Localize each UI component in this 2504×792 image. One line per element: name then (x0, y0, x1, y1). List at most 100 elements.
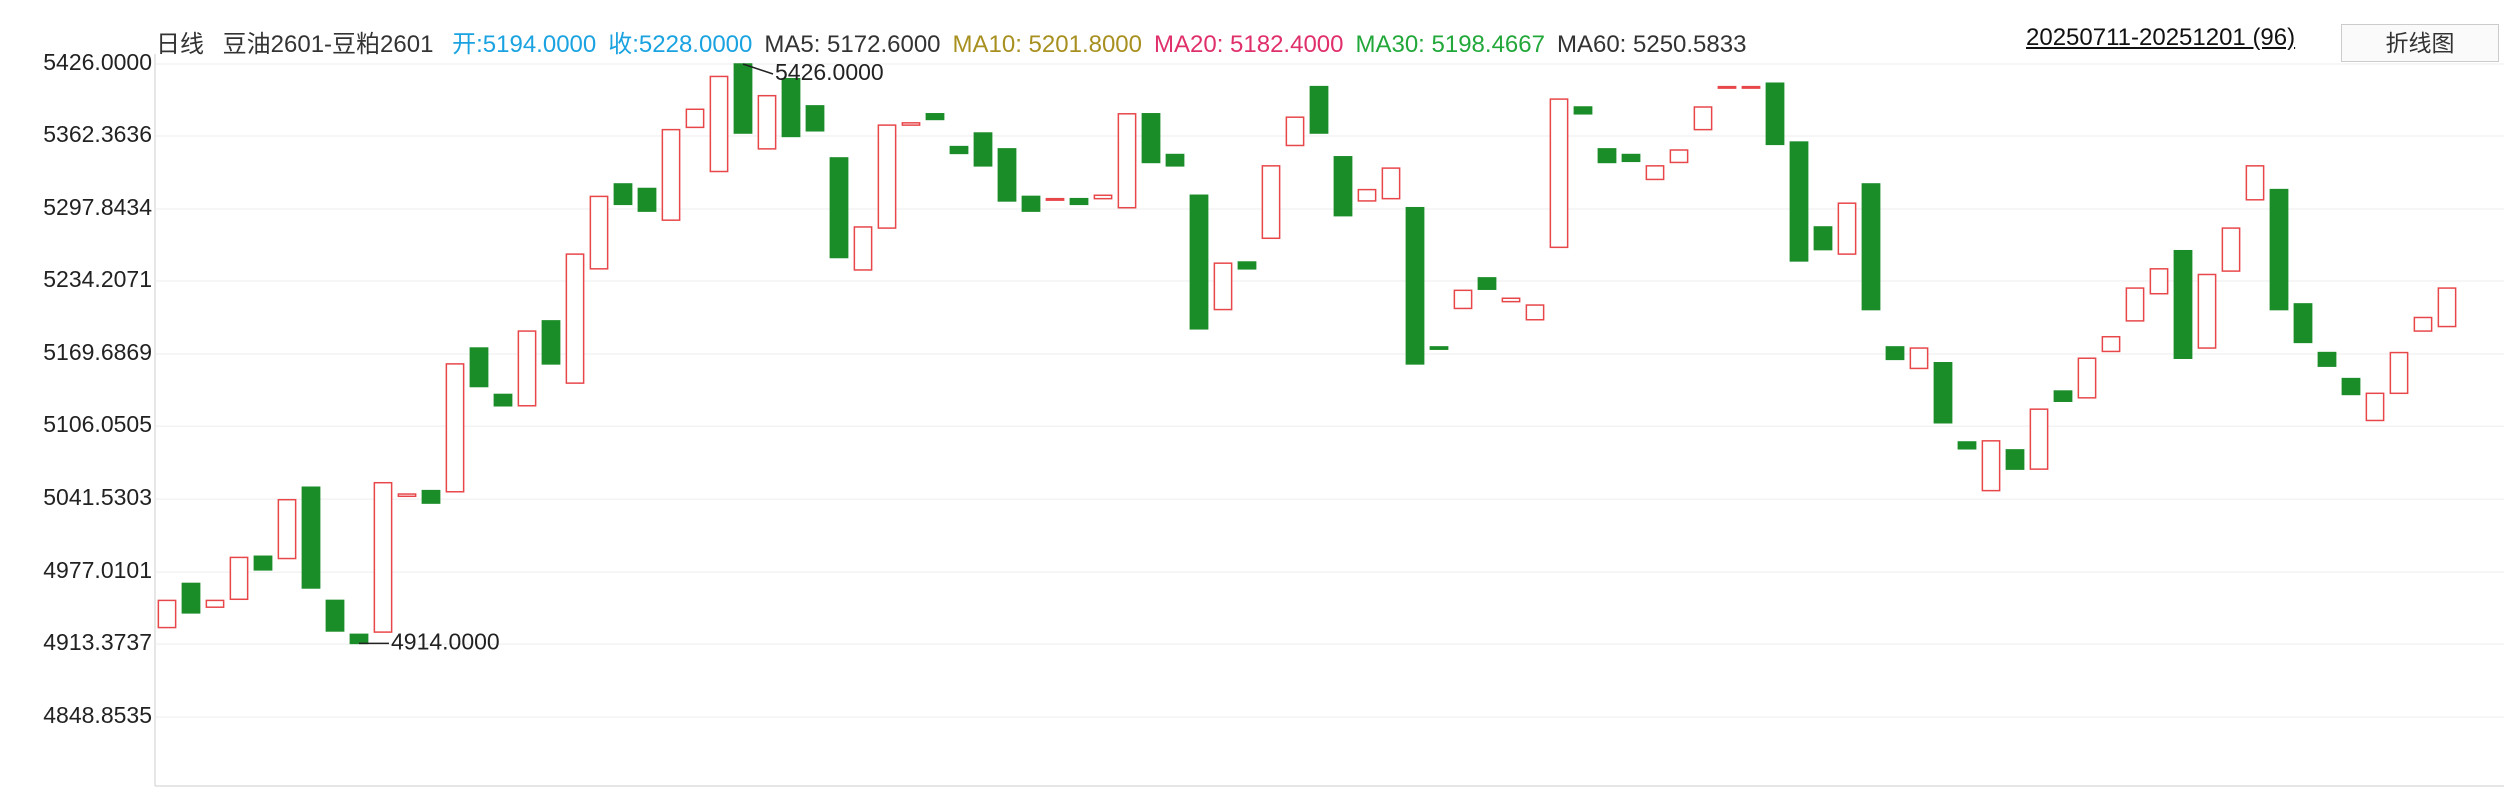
candle-body (181, 582, 201, 614)
candle-body (1525, 304, 1545, 321)
annotation-label: 5426.0000 (775, 59, 884, 85)
candle-body (2365, 392, 2385, 422)
candle-body (1741, 85, 1761, 89)
candle-body (469, 347, 489, 388)
candle-body (397, 493, 417, 498)
y-tick-label: 5234.2071 (43, 266, 152, 292)
candle-body (1357, 188, 1377, 202)
symbol: 豆油2601-豆粕2601 (222, 31, 434, 58)
candle-body (2005, 449, 2025, 470)
candle-body (277, 498, 297, 560)
period: 日线 (156, 31, 204, 58)
y-tick-label: 5297.8434 (43, 194, 152, 220)
candle-body (2389, 351, 2409, 395)
candle-body (2101, 335, 2121, 353)
candle-body (733, 63, 753, 134)
indicator: MA30: 5198.4667 (1355, 31, 1545, 58)
candle-body (829, 157, 849, 259)
candle-body (253, 555, 273, 571)
indicator: MA60: 5250.5833 (1556, 31, 1747, 58)
indicator: 收:5228.0000 (608, 31, 753, 58)
y-tick-label: 5426.0000 (43, 49, 152, 75)
candle-body (1717, 85, 1737, 89)
header: 日线 豆油2601-豆粕2601 开:5194.0000 收:5228.0000 M… (156, 24, 1758, 59)
candle-body (1693, 106, 1713, 131)
candle-body (637, 187, 657, 212)
candle-body (613, 183, 633, 206)
line-chart-button[interactable]: 折线图 (2341, 24, 2499, 62)
candle-body (205, 599, 225, 608)
candle-body (1021, 195, 1041, 212)
candle-body (2077, 357, 2097, 399)
candle-body (373, 481, 393, 633)
y-tick-label: 4848.8535 (43, 702, 152, 728)
candle-body (1189, 194, 1209, 330)
candle-body (1405, 206, 1425, 365)
candle-body (2317, 351, 2337, 367)
candle-body (1933, 362, 1953, 424)
candle-body (661, 128, 681, 221)
candle-body (1477, 277, 1497, 290)
candle-body (1621, 153, 1641, 163)
candle-body (1813, 226, 1833, 251)
candle-body (997, 148, 1017, 202)
candle-body (445, 363, 465, 493)
candle-body (901, 122, 921, 126)
y-tick-label: 5041.5303 (43, 484, 152, 510)
candle-body (421, 489, 441, 504)
candle-body (2197, 273, 2217, 349)
candle-body (2221, 227, 2241, 272)
candle-body (1957, 441, 1977, 450)
candle-body (301, 486, 321, 589)
candle-body (1885, 346, 1905, 361)
candle-body (2293, 303, 2313, 344)
candle-body (1429, 346, 1449, 350)
candle-body (1285, 116, 1305, 147)
candle-body (757, 94, 777, 150)
candle-body (877, 124, 897, 229)
candle-body (1645, 165, 1665, 181)
candle-body (1837, 202, 1857, 255)
candle-body (1573, 106, 1593, 115)
candle-body (2029, 408, 2049, 470)
y-tick-label: 5106.0505 (43, 411, 152, 437)
candle-body (517, 330, 537, 407)
candle-body (565, 253, 585, 384)
candle-body (1237, 261, 1257, 270)
candle-body (1597, 148, 1617, 164)
candle-body (541, 320, 561, 365)
candle-body (1045, 197, 1065, 201)
candle-body (157, 599, 177, 629)
candle-body (325, 599, 345, 632)
y-tick-label: 5169.6869 (43, 339, 152, 365)
candle-body (1669, 149, 1689, 164)
candle-body (1261, 165, 1281, 240)
candle-body (709, 75, 729, 173)
date-range[interactable]: 20250711-20251201 (96) (2026, 24, 2296, 51)
candle-body (2269, 188, 2289, 311)
candle-body (685, 108, 705, 129)
candle-body (1909, 347, 1929, 370)
candle-body (1381, 167, 1401, 200)
candle-body (2053, 390, 2073, 402)
candle-body (1789, 141, 1809, 262)
candle-body (1165, 153, 1185, 167)
candle-body (1117, 113, 1137, 209)
candle-body (805, 105, 825, 132)
candle-body (1093, 194, 1113, 200)
candle-body (1141, 113, 1161, 164)
y-tick-label: 5362.3636 (43, 121, 152, 147)
candle-body (853, 226, 873, 271)
candle-body (1069, 197, 1089, 206)
candle-body (2413, 316, 2433, 332)
candle-body (1501, 297, 1521, 303)
candle-body (1309, 85, 1329, 134)
candle-body (1765, 82, 1785, 146)
candle-body (2149, 268, 2169, 295)
annotation-label: 4914.0000 (391, 628, 500, 654)
candle-body (949, 145, 969, 155)
candle-body (229, 556, 249, 601)
indicator: MA20: 5182.4000 (1154, 31, 1344, 58)
indicator: MA5: 5172.6000 (764, 31, 941, 58)
